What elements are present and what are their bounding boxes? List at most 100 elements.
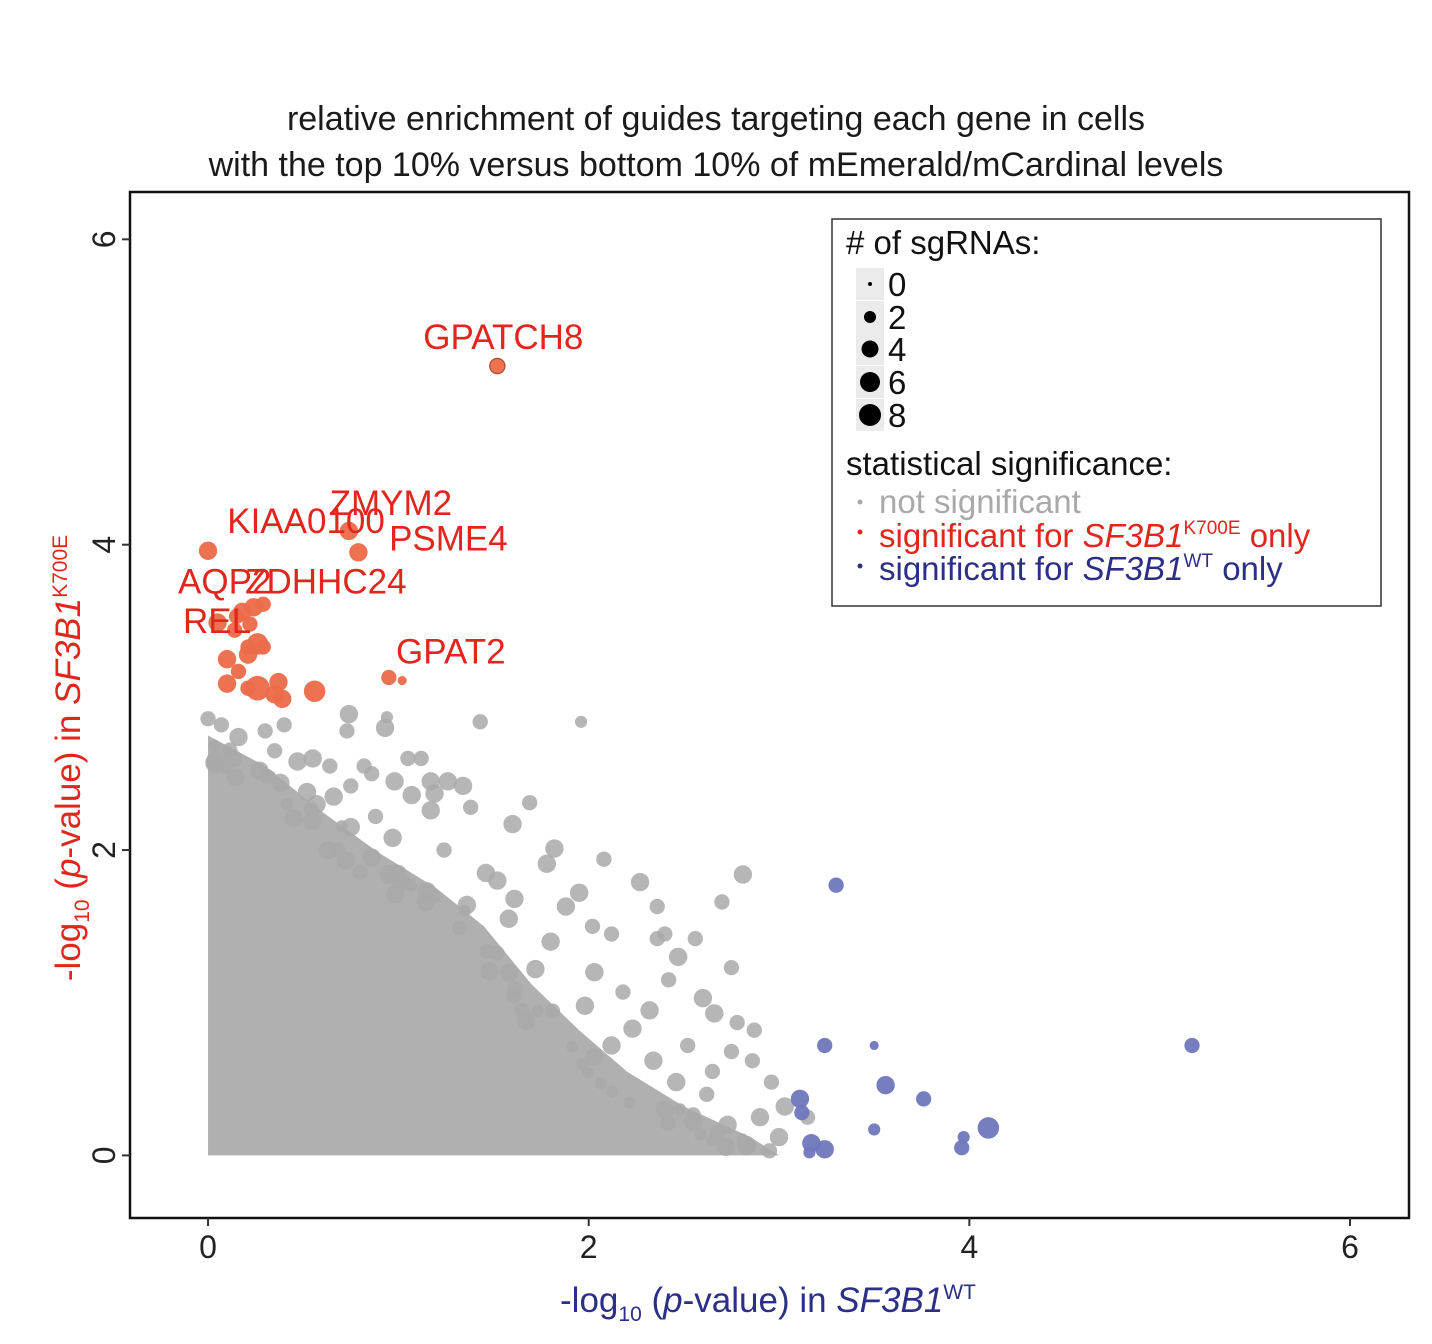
not-significant-point [463, 799, 479, 815]
legend-mutant-pre: significant for [879, 517, 1083, 554]
x-title-sub: 10 [618, 1303, 641, 1326]
legend-entry-wt: significant for SF3B1WT only [857, 550, 1283, 587]
legend-entry-not-significant: not significant [857, 483, 1081, 520]
legend-size-label: 2 [888, 299, 906, 336]
significant-wt-point [828, 877, 844, 893]
not-significant-point [223, 749, 242, 768]
legend-wt-post: only [1213, 550, 1283, 587]
not-significant-point [457, 895, 477, 915]
not-significant-point [657, 926, 673, 942]
significant-mutant-point [230, 663, 247, 680]
chart-title-line-2: with the top 10% versus bottom 10% of mE… [208, 146, 1224, 184]
cloud-point [594, 1077, 608, 1090]
y-tick-label: 6 [86, 230, 122, 248]
not-significant-point [400, 750, 416, 767]
not-significant-point [476, 863, 496, 883]
x-title-p: p [662, 1281, 682, 1320]
not-significant-point [733, 865, 753, 884]
not-significant-point [362, 848, 381, 867]
gene-label-gpat2: GPAT2 [396, 633, 506, 672]
not-significant-point [693, 988, 713, 1008]
gene-label-zmym2: ZMYM2 [330, 484, 453, 523]
not-significant-point [505, 889, 524, 909]
y-title-prefix: -log [49, 923, 88, 981]
not-significant-point [383, 828, 402, 848]
x-title-rest: -value) in [683, 1281, 837, 1320]
legend-wt-sup: WT [1183, 551, 1213, 572]
not-significant-point [575, 996, 595, 1015]
significant-wt-point [977, 1117, 1000, 1139]
not-significant-point [569, 883, 589, 902]
significant-wt-point [1184, 1037, 1200, 1054]
x-title-prefix: -log [560, 1281, 618, 1320]
not-significant-point [687, 930, 703, 947]
not-significant-point [522, 795, 538, 811]
not-significant-point [644, 1051, 663, 1070]
not-significant-point [250, 761, 269, 780]
not-significant-point [438, 772, 458, 791]
significant-mutant-point [489, 357, 506, 375]
legend-color-title: statistical significance: [846, 445, 1172, 482]
not-significant-point [718, 1115, 737, 1135]
y-title-sub: 10 [71, 899, 94, 922]
not-significant-point [499, 909, 518, 928]
cloud-point [566, 1040, 579, 1053]
not-significant-point [761, 1143, 778, 1159]
not-significant-point [375, 718, 395, 738]
significant-mutant-points [198, 357, 506, 709]
legend-size-dot [861, 340, 879, 358]
significant-mutant-point [240, 680, 256, 696]
significant-wt-point [794, 1105, 810, 1121]
legend-dot-red [857, 529, 863, 535]
significant-mutant-point [242, 616, 258, 632]
plot-panel-border [128, 190, 1411, 1220]
significant-mutant-point [255, 596, 271, 612]
y-axis-title: -log10 (p-value) in SF3B1K700E [49, 535, 94, 981]
cloud-point [386, 884, 405, 904]
significant-mutant-point [228, 608, 245, 625]
gene-label-gpatch8: GPATCH8 [423, 318, 583, 357]
y-title-mid: ( [49, 878, 88, 900]
not-significant-point [744, 1053, 761, 1069]
significant-wt-point [869, 1040, 879, 1051]
not-significant-point [322, 758, 338, 774]
legend-box [831, 218, 1382, 607]
not-significant-point [680, 1037, 696, 1054]
not-significant-point [584, 918, 601, 935]
y-axis: 0 2 4 6 [86, 230, 130, 1164]
not-significant-point [602, 1036, 621, 1055]
not-significant-point [526, 959, 545, 979]
cloud-point [280, 798, 294, 811]
not-significant-point [667, 1072, 686, 1092]
legend-label-not-significant: not significant [879, 483, 1081, 520]
x-title-mid: ( [642, 1281, 664, 1320]
legend-size-label: 4 [888, 331, 906, 368]
not-significant-point [596, 851, 612, 867]
significant-wt-point [916, 1091, 932, 1107]
legend-wt-gene: SF3B1 [1083, 550, 1184, 587]
cloud-point [404, 879, 418, 892]
not-significant-point [574, 715, 588, 728]
not-significant-point [318, 840, 338, 860]
cloud-point [531, 1004, 544, 1017]
cloud-point [544, 1003, 561, 1019]
cloud-point [673, 1103, 687, 1116]
not-significant-point [545, 839, 564, 858]
not-significant-point [339, 723, 355, 739]
not-significant-points [200, 704, 816, 1159]
not-significant-point [453, 776, 473, 796]
cloud-point [352, 864, 368, 880]
x-title-sup: WT [943, 1281, 976, 1304]
not-significant-point [769, 1127, 789, 1147]
chart-title: relative enrichment of guides targeting … [0, 96, 1432, 188]
legend-entry-mutant: significant for SF3B1K700E only [857, 517, 1311, 554]
chart-title-line-1: relative enrichment of guides targeting … [286, 100, 1146, 138]
gene-label-kiaa0100: KIAA0100 [227, 502, 385, 541]
significant-wt-points [790, 877, 1200, 1159]
cloud-point [606, 1085, 619, 1098]
significant-wt-point [790, 1089, 810, 1109]
gene-label-aqp2: AQP2 [178, 563, 271, 602]
